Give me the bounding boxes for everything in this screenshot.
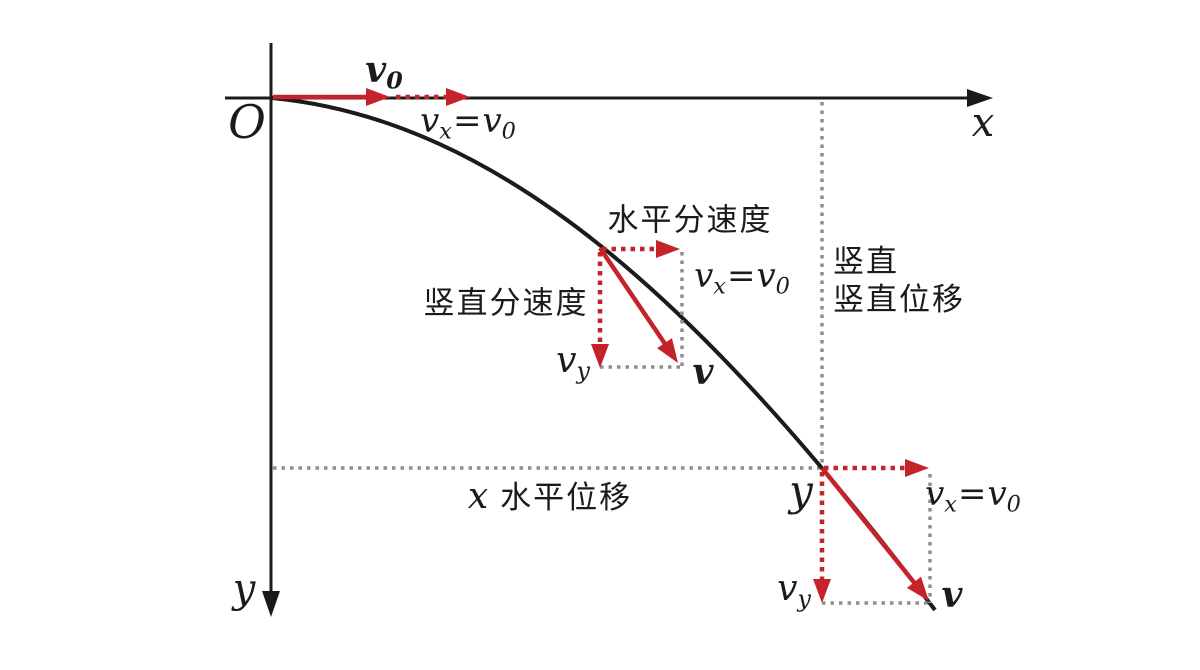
vertical-component-label: 竖直分速度 <box>423 285 589 321</box>
math-sub-x: x <box>713 273 726 300</box>
math-equals: = <box>726 256 756 296</box>
math-sub-y: y <box>797 584 811 613</box>
math-v: v <box>987 474 1007 514</box>
math-v: v <box>365 49 387 91</box>
horizontal-component-label: 水平分速度 <box>607 202 773 238</box>
math-v: v <box>756 256 776 296</box>
v-label-mid: v <box>692 351 714 393</box>
math-sub-0: 0 <box>386 66 403 95</box>
horizontal-displacement-label: x 水平位移 <box>468 479 632 515</box>
vx-equals-v0-label-bottom: vx=v0 <box>925 474 1021 516</box>
math-equals: = <box>452 101 482 141</box>
math-v: v <box>925 474 945 514</box>
math-v: v <box>777 568 798 609</box>
math-x: x <box>467 476 489 517</box>
origin-label: O <box>228 95 266 149</box>
math-equals: = <box>957 474 987 514</box>
math-sub-y: y <box>576 356 590 385</box>
x-axis-label: x <box>971 100 995 146</box>
horizontal-displacement-text: 水平位移 <box>500 480 633 515</box>
math-v: v <box>482 101 502 141</box>
y-displacement-label: y <box>789 466 813 515</box>
math-sub-0: 0 <box>1006 491 1021 518</box>
vertical-displacement-line2: 竖直位移 <box>833 282 965 317</box>
vertical-displacement-line1: 竖直 <box>833 244 899 279</box>
vy-label-bottom: vy <box>777 568 811 611</box>
math-sub-0: 0 <box>775 273 790 300</box>
vx-equals-v0-label-top: vx=v0 <box>420 101 516 143</box>
math-v: v <box>556 340 577 381</box>
math-sub-0: 0 <box>501 118 516 145</box>
vy-label-mid: vy <box>556 340 590 383</box>
vertical-displacement-label: 竖直 竖直位移 <box>833 243 965 319</box>
y-axis-label: y <box>232 566 256 612</box>
vx-equals-v0-label-mid: vx=v0 <box>694 256 790 298</box>
p1-resultant-velocity-arrow <box>598 246 678 363</box>
math-sub-x: x <box>439 118 452 145</box>
v0-label: v0 <box>365 49 402 93</box>
v-label-bottom: v <box>941 574 963 616</box>
trajectory-curve <box>271 96 937 612</box>
p2-resultant-velocity-arrow <box>820 466 929 601</box>
math-sub-x: x <box>944 491 957 518</box>
math-v: v <box>420 101 440 141</box>
math-v: v <box>694 256 714 296</box>
